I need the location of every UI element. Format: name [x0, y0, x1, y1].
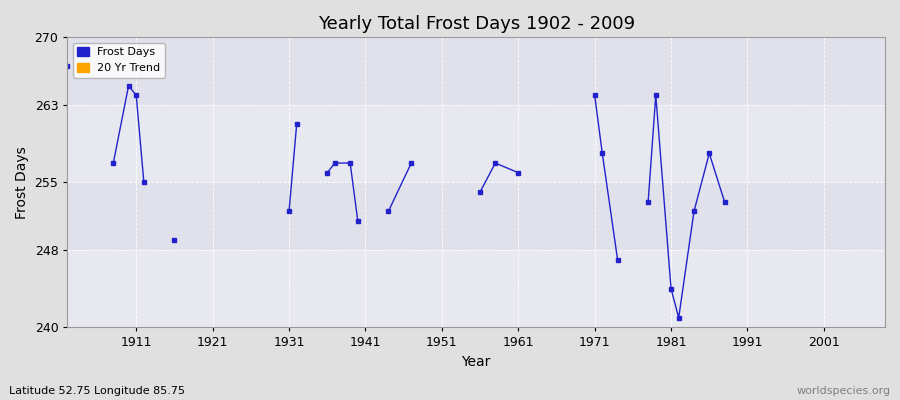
Legend: Frost Days, 20 Yr Trend: Frost Days, 20 Yr Trend [73, 43, 165, 78]
Bar [68, 37, 885, 105]
Y-axis label: Frost Days: Frost Days [15, 146, 29, 219]
X-axis label: Year: Year [462, 355, 490, 369]
Title: Yearly Total Frost Days 1902 - 2009: Yearly Total Frost Days 1902 - 2009 [318, 15, 634, 33]
Bar [68, 182, 885, 250]
Text: worldspecies.org: worldspecies.org [796, 386, 891, 396]
Text: Latitude 52.75 Longitude 85.75: Latitude 52.75 Longitude 85.75 [9, 386, 185, 396]
